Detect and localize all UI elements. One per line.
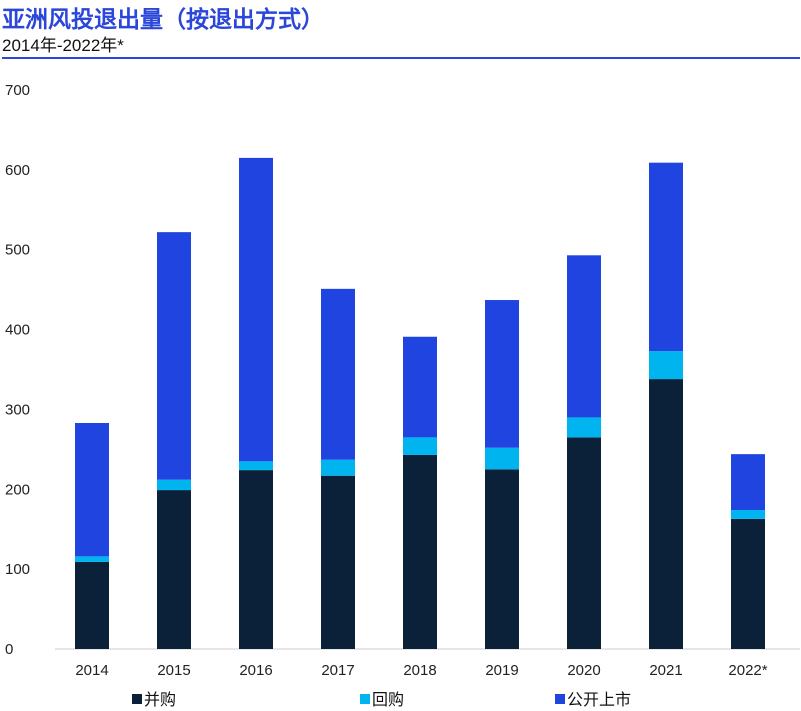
bar-公开上市-2014 (75, 423, 109, 557)
bar-回购-2014 (75, 556, 109, 562)
bar-并购-2019 (485, 469, 519, 649)
bar-公开上市-2022* (731, 454, 765, 511)
bar-回购-2020 (567, 417, 601, 438)
x-tick-label: 2020 (567, 662, 600, 679)
bar-公开上市-2019 (485, 300, 519, 448)
bar-并购-2022* (731, 518, 765, 649)
x-tick-label: 2021 (649, 662, 682, 679)
chart-subtitle: 2014年-2022年* (2, 36, 124, 55)
legend-label: 公开上市 (567, 691, 631, 709)
x-tick-label: 2018 (403, 662, 436, 679)
x-tick-label: 2019 (485, 662, 518, 679)
bar-并购-2017 (321, 475, 355, 649)
bar-回购-2015 (157, 479, 191, 491)
bar-公开上市-2017 (321, 288, 355, 460)
y-tick-label: 400 (5, 322, 30, 339)
bar-并购-2020 (567, 437, 601, 649)
legend-label: 并购 (144, 691, 176, 709)
y-tick-label: 500 (5, 242, 30, 259)
bar-公开上市-2020 (567, 255, 601, 418)
bar-公开上市-2015 (157, 232, 191, 480)
y-tick-label: 700 (5, 82, 30, 99)
bar-回购-2022* (731, 510, 765, 519)
legend-label: 回购 (372, 691, 404, 709)
y-tick-label: 600 (5, 162, 30, 179)
bar-回购-2016 (239, 461, 273, 471)
bar-公开上市-2021 (649, 162, 683, 352)
x-tick-label: 2014 (75, 662, 108, 679)
bar-公开上市-2016 (239, 157, 273, 462)
bar-并购-2014 (75, 561, 109, 649)
bar-并购-2018 (403, 454, 437, 649)
bar-回购-2017 (321, 459, 355, 476)
bar-回购-2018 (403, 437, 437, 455)
legend-swatch-1 (360, 694, 370, 704)
y-tick-label: 200 (5, 481, 30, 498)
chart-title: 亚洲风投退出量（按退出方式） (2, 6, 324, 32)
bar-并购-2021 (649, 379, 683, 649)
x-tick-label: 2016 (239, 662, 272, 679)
bar-并购-2015 (157, 490, 191, 649)
x-tick-label: 2022* (728, 662, 767, 679)
bar-回购-2019 (485, 447, 519, 470)
y-tick-label: 0 (5, 641, 13, 658)
bar-并购-2016 (239, 470, 273, 649)
x-tick-label: 2017 (321, 662, 354, 679)
legend-swatch-0 (132, 694, 142, 704)
legend-swatch-2 (555, 694, 565, 704)
bar-公开上市-2018 (403, 336, 437, 438)
y-tick-label: 100 (5, 561, 30, 578)
title-divider (2, 57, 800, 59)
y-tick-label: 300 (5, 401, 30, 418)
bar-回购-2021 (649, 351, 683, 380)
x-tick-label: 2015 (157, 662, 190, 679)
